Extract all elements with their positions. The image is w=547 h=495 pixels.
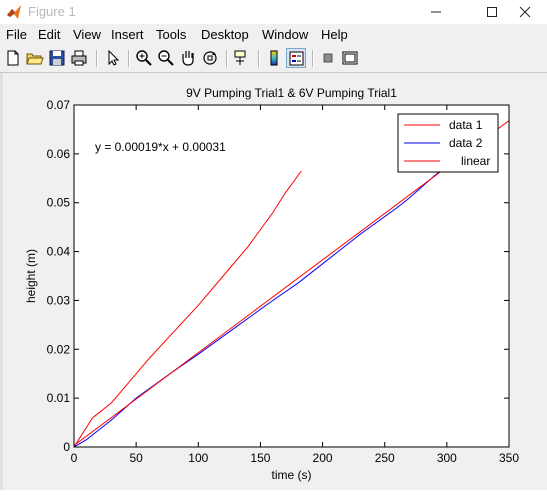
figure-canvas[interactable]: 9V Pumping Trial1 & 6V Pumping Trial1 0 50… xyxy=(0,73,547,490)
x-tick-label: 350 xyxy=(499,451,519,465)
menu-desktop[interactable]: Desktop xyxy=(201,27,249,42)
window-title-bar: Figure 1 xyxy=(0,0,547,24)
maximize-button[interactable] xyxy=(470,0,514,24)
pan-button[interactable] xyxy=(178,48,198,68)
y-tick-label: 0 xyxy=(63,440,70,454)
pan-hand-icon xyxy=(182,51,194,66)
legend-entry-label: data 1 xyxy=(449,118,483,132)
zoom-in-icon xyxy=(136,50,152,66)
y-tick-label: 0.01 xyxy=(47,391,71,405)
y-tick-label: 0.04 xyxy=(47,245,71,259)
zoom-out-button[interactable] xyxy=(156,48,176,68)
x-tick-label: 150 xyxy=(250,451,270,465)
toolbar-separator xyxy=(226,50,228,67)
new-figure-icon xyxy=(7,50,19,66)
window-title: Figure 1 xyxy=(28,4,76,19)
insert-legend-button[interactable] xyxy=(286,48,306,68)
y-tick-label: 0.06 xyxy=(47,147,71,161)
close-icon xyxy=(519,6,531,18)
chart-title: 9V Pumping Trial1 & 6V Pumping Trial1 xyxy=(186,86,397,100)
show-plot-tools-icon xyxy=(342,51,358,65)
edit-plot-arrow-icon xyxy=(108,49,120,66)
series-line-data-2[interactable] xyxy=(74,131,497,447)
y-tick-label: 0.02 xyxy=(47,342,71,356)
insert-colorbar-button[interactable] xyxy=(264,48,284,68)
hide-plot-tools-button[interactable] xyxy=(318,48,338,68)
insert-legend-icon xyxy=(289,51,304,66)
zoom-in-button[interactable] xyxy=(134,48,154,68)
rotate-3d-icon xyxy=(203,51,217,65)
matlab-logo-icon xyxy=(7,5,21,19)
print-figure-icon xyxy=(71,50,87,66)
minimize-button[interactable] xyxy=(414,0,458,24)
menu-bar: File Edit View Insert Tools Desktop Wind… xyxy=(0,24,547,45)
x-tick-label: 250 xyxy=(375,451,395,465)
zoom-out-icon xyxy=(158,50,174,66)
x-tick-label: 100 xyxy=(188,451,208,465)
x-tick-label: 0 xyxy=(71,451,78,465)
edit-plot-button[interactable] xyxy=(103,48,123,68)
legend-entry-label: data 2 xyxy=(449,136,483,150)
y-tick-label: 0.07 xyxy=(47,98,71,112)
menu-edit[interactable]: Edit xyxy=(38,27,61,42)
menu-insert[interactable]: Insert xyxy=(111,27,144,42)
toolbar-separator xyxy=(258,50,260,67)
toolbar-separator xyxy=(96,50,98,67)
open-file-icon xyxy=(26,53,44,65)
maximize-icon xyxy=(487,7,497,17)
menu-tools[interactable]: Tools xyxy=(156,27,187,42)
axes-frame xyxy=(73,104,510,448)
x-tick-label: 300 xyxy=(437,451,457,465)
menu-window[interactable]: Window xyxy=(262,27,309,42)
insert-colorbar-icon xyxy=(270,50,278,66)
toolbar-separator xyxy=(128,50,130,67)
data-cursor-button[interactable] xyxy=(232,48,252,68)
figure-toolbar xyxy=(0,45,547,73)
fit-equation-annotation: y = 0.00019*x + 0.00031 xyxy=(95,140,226,154)
x-axis-label: time (s) xyxy=(272,468,312,482)
minimize-icon xyxy=(431,11,441,13)
x-tick-label: 50 xyxy=(129,451,143,465)
y-tick-label: 0.03 xyxy=(47,293,71,307)
open-file-button[interactable] xyxy=(25,48,45,68)
save-figure-icon xyxy=(49,50,65,66)
save-figure-button[interactable] xyxy=(47,48,67,68)
menu-file[interactable]: File xyxy=(6,27,27,42)
legend-entry-label: linear xyxy=(461,154,490,168)
series-line-linear[interactable] xyxy=(74,120,509,446)
menu-help[interactable]: Help xyxy=(321,27,348,42)
data-cursor-icon xyxy=(234,50,246,65)
menu-view[interactable]: View xyxy=(73,27,101,42)
y-tick-label: 0.05 xyxy=(47,196,71,210)
series-line-data-1[interactable] xyxy=(74,170,302,447)
new-figure-button[interactable] xyxy=(3,48,23,68)
toolbar-separator xyxy=(312,50,314,67)
x-tick-label: 200 xyxy=(313,451,333,465)
close-button[interactable] xyxy=(503,0,547,24)
show-plot-tools-button[interactable] xyxy=(340,48,360,68)
y-axis-label: height (m) xyxy=(24,249,38,303)
figure-left-edge xyxy=(0,73,3,490)
hide-plot-tools-icon xyxy=(323,53,333,63)
rotate-3d-button[interactable] xyxy=(200,48,220,68)
plot-svg[interactable]: 9V Pumping Trial1 & 6V Pumping Trial1 0 50… xyxy=(0,73,547,490)
print-figure-button[interactable] xyxy=(69,48,89,68)
